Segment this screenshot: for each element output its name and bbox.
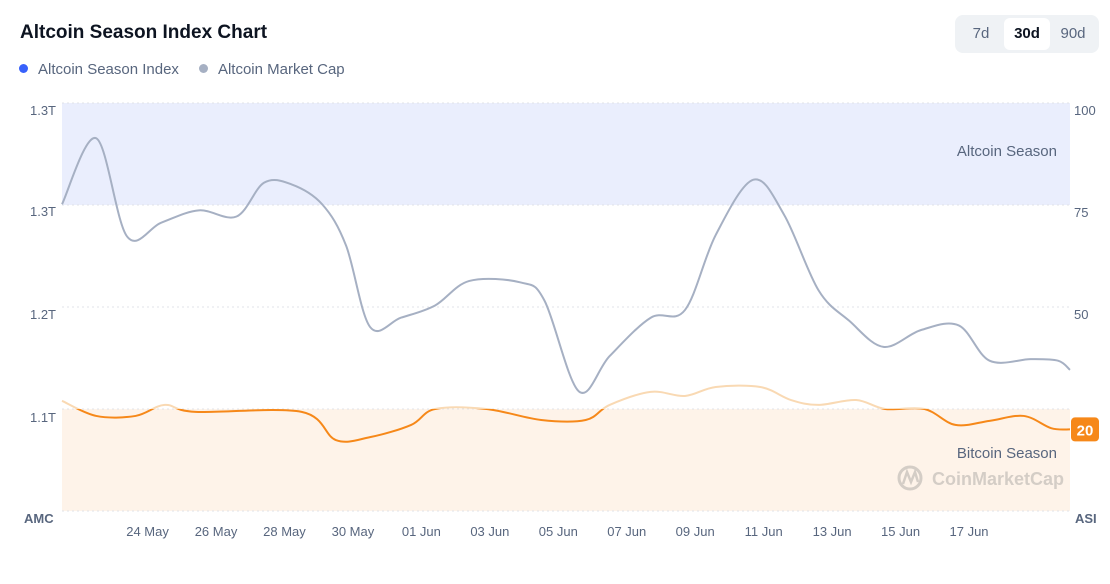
zone-label: Bitcoin Season [957,445,1057,462]
x-tick-label: 30 May [332,524,375,539]
coinmarketcap-watermark: CoinMarketCap [897,465,1064,491]
range-tabs: 7d 30d 90d [955,15,1099,53]
right-axis-label: ASI [1075,511,1097,526]
left-tick-label: 1.2T [30,307,56,322]
x-tick-label: 26 May [195,524,238,539]
zone-bitcoin-season [62,409,1070,511]
x-tick-label: 17 Jun [950,524,989,539]
legend-item-asi[interactable]: Altcoin Season Index [19,61,179,78]
current-value-badge [1071,417,1099,442]
series-altcoin-market-cap [61,137,1071,394]
coinmarketcap-logo-icon [897,465,923,491]
x-tick-label: 15 Jun [881,524,920,539]
tab-90d[interactable]: 90d [1060,25,1086,42]
series-asi-above-band [61,384,928,409]
legend-dot-icon [19,64,28,73]
legend-dot-icon [198,64,208,73]
left-tick-label: 1.3T [30,103,56,118]
right-tick-label: 75 [1074,205,1088,220]
watermark-text: CoinMarketCap [932,469,1064,489]
left-tick-label: 1.3T [30,204,56,219]
page-title: Altcoin Season Index Chart [20,22,268,43]
tab-7d[interactable]: 7d [972,25,990,42]
x-tick-label: 05 Jun [539,524,578,539]
tab-30d[interactable]: 30d [1004,18,1050,50]
x-tick-label: 01 Jun [402,524,441,539]
series-altcoin-season-index [75,409,1071,443]
x-tick-label: 24 May [126,524,169,539]
right-tick-label: 100 [1074,103,1096,118]
left-axis-label: AMC [24,511,54,526]
x-tick-label: 13 Jun [813,524,852,539]
x-tick-label: 28 May [263,524,306,539]
current-value-label: 20 [1077,422,1094,439]
zone-altcoin-season [62,103,1070,205]
x-tick-label: 07 Jun [607,524,646,539]
left-tick-label: 1.1T [30,410,56,425]
legend: Altcoin Season Index Altcoin Market Cap [19,61,345,78]
x-tick-label: 11 Jun [745,524,783,539]
zone-label: Altcoin Season [957,143,1057,160]
right-tick-label: 50 [1074,307,1088,322]
x-tick-label: 09 Jun [676,524,715,539]
legend-item-amc[interactable]: Altcoin Market Cap [198,61,345,78]
x-tick-label: 03 Jun [470,524,509,539]
